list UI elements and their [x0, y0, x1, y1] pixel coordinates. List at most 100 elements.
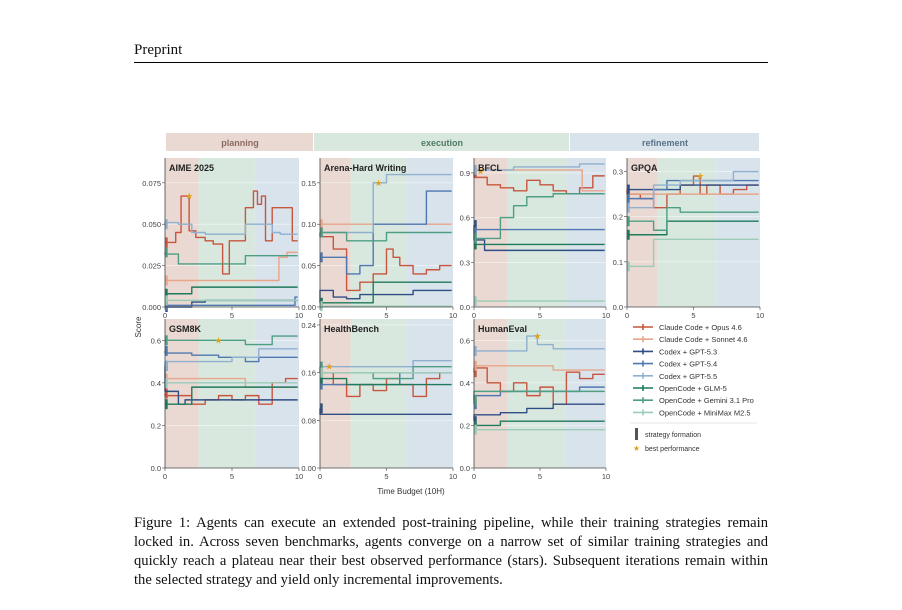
x-tick-label: 10 [602, 311, 610, 320]
series-line-4 [627, 170, 759, 209]
x-tick-label: 5 [538, 472, 542, 481]
best-performance-icon: ★ [633, 444, 640, 453]
series-line-6 [320, 231, 452, 242]
panel-gsm8k: ★ GSM8K 0.0 0.2 0.4 0.6 0 5 10 [151, 319, 303, 481]
y-tick-label: 0.6 [151, 336, 161, 345]
panel-humaneval: ★ HumanEval 0.0 0.2 0.4 0.6 0 5 10 [460, 319, 610, 481]
y-tick-label: 0.0 [151, 464, 161, 473]
best-performance-star: ★ [185, 191, 193, 201]
y-tick-label: 0.2 [460, 421, 470, 430]
phase-band [566, 158, 606, 307]
y-tick-label: 0.9 [460, 169, 470, 178]
series-line-0 [473, 367, 605, 405]
panel-title: GPQA [631, 163, 658, 173]
series-line-5 [474, 420, 605, 427]
x-tick-label: 0 [318, 472, 322, 481]
series-line-2 [319, 289, 452, 303]
panel-aime-2025: ★ AIME 2025 0.000 0.025 0.050 0.075 0 5 10 [142, 158, 303, 320]
legend-label: OpenCode + MiniMax M2.5 [659, 408, 751, 417]
legend-label: Codex + GPT-5.4 [659, 360, 717, 369]
phase-band [474, 158, 507, 307]
phase-band [165, 319, 199, 468]
phase-label-execution: execution [421, 138, 463, 148]
x-tick-label: 0 [472, 311, 476, 320]
series-line-5 [320, 377, 452, 386]
y-tick-label: 0.075 [142, 179, 161, 188]
phase-strip-planning [166, 133, 313, 151]
legend-label: OpenCode + Gemini 3.1 Pro [659, 396, 754, 405]
x-tick-label: 10 [449, 472, 457, 481]
series-line-3 [320, 190, 452, 275]
y-tick-label: 0.00 [301, 464, 316, 473]
y-tick-label: 0.2 [151, 421, 161, 430]
x-tick-label: 5 [691, 311, 695, 320]
y-tick-label: 0.08 [301, 416, 316, 425]
panel-title: HealthBench [324, 324, 379, 334]
x-tick-label: 10 [756, 311, 764, 320]
legend-label: Codex + GPT-5.3 [659, 347, 717, 356]
x-tick-label: 5 [384, 472, 388, 481]
y-tick-label: 0.6 [460, 336, 470, 345]
y-tick-label: 0.3 [460, 258, 470, 267]
x-tick-label: 5 [384, 311, 388, 320]
x-tick-label: 5 [538, 311, 542, 320]
phase-band [198, 158, 255, 307]
best-performance-star: ★ [477, 166, 485, 176]
y-tick-label: 0.16 [301, 369, 316, 378]
best-performance-star: ★ [215, 335, 223, 345]
x-tick-label: 0 [472, 472, 476, 481]
y-tick-label: 0.4 [151, 379, 161, 388]
phase-band [198, 319, 255, 468]
y-tick-label: 0.0 [460, 303, 470, 312]
x-tick-label: 10 [295, 311, 303, 320]
best-performance-star: ★ [696, 171, 704, 181]
y-tick-label: 0.050 [142, 220, 161, 229]
series-line-6 [164, 252, 298, 265]
series-line-6 [474, 193, 605, 240]
best-performance-star: ★ [325, 362, 333, 372]
y-axis-title: Score [134, 316, 143, 337]
x-tick-label: 10 [295, 472, 303, 481]
legend: Claude Code + Opus 4.6 Claude Code + Sonn… [630, 323, 757, 453]
series-line-0 [473, 172, 605, 195]
series-line-3 [165, 296, 298, 307]
y-tick-label: 0.0 [613, 303, 623, 312]
phase-band [507, 158, 567, 307]
x-tick-label: 0 [163, 311, 167, 320]
series-line-3 [164, 350, 298, 363]
strategy-formation-icon [635, 428, 638, 440]
phase-band [716, 158, 760, 307]
phase-strip-execution [314, 133, 569, 151]
phase-band [406, 319, 453, 468]
series-line-6 [165, 335, 298, 346]
panel-arena-hard-writing: ★ Arena-Hard Writing 0.00 0.05 0.10 0.15 0 5 10 [301, 158, 457, 320]
series-line-4 [474, 335, 605, 352]
series-line-1 [165, 251, 298, 282]
x-tick-label: 0 [318, 311, 322, 320]
legend-marker-label: strategy formation [645, 432, 701, 439]
phase-band [627, 158, 658, 307]
series-line-7 [627, 238, 759, 268]
panel-gpqa: ★ GPQA 0.0 0.1 0.2 0.3 0 5 10 [613, 158, 764, 320]
series-line-5 [320, 281, 452, 304]
y-tick-label: 0.000 [142, 303, 161, 312]
x-tick-label: 10 [449, 311, 457, 320]
figure-caption: Figure 1: Agents can execute an extended… [134, 515, 768, 588]
series-line-4 [474, 163, 605, 171]
panel-bfcl: ★BFCL 0.0 0.3 0.6 0.9 0 5 10 [460, 158, 610, 320]
x-tick-label: 5 [230, 472, 234, 481]
series-line-1 [474, 365, 605, 371]
header-rule [134, 62, 768, 63]
legend-marker-label: best performance [645, 446, 700, 453]
phase-band [350, 319, 407, 468]
series-line-6 [627, 206, 759, 231]
legend-label: Claude Code + Sonnet 4.6 [659, 335, 748, 344]
legend-label: Claude Code + Opus 4.6 [659, 323, 742, 332]
page-header: Preprint [134, 42, 183, 58]
series-line-4 [164, 221, 298, 235]
phase-strip-refinement [570, 133, 759, 151]
x-tick-label: 5 [230, 311, 234, 320]
y-tick-label: 0.4 [460, 379, 470, 388]
y-tick-label: 0.6 [460, 214, 470, 223]
y-tick-label: 0.2 [613, 213, 623, 222]
